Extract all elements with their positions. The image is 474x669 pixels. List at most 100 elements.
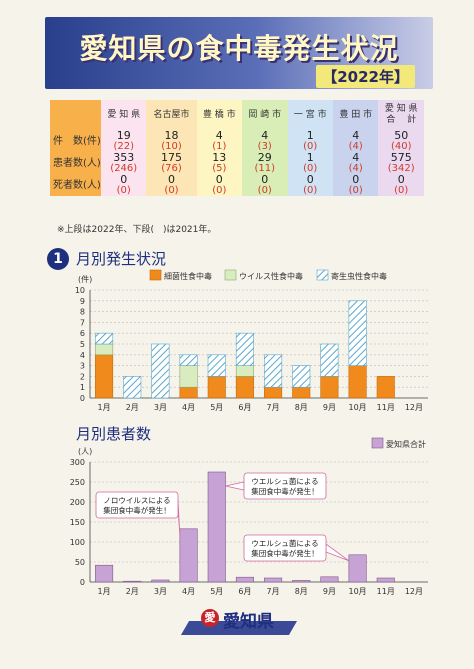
bar-segment [235,332,254,366]
cell-previous: (0) [394,185,409,196]
title-banner: 愛知県の食中毒発生状況 【2022年】 [45,17,433,89]
table-cell: 0 (0) [196,173,243,196]
bar-segment [95,332,114,345]
cell-current: 175 [161,151,182,164]
table-cell: 18 (10) [146,130,197,152]
callout-box [95,491,179,519]
x-tick-label: 8月 [295,403,308,412]
table-cell: 353 (246) [101,152,147,174]
cell-current: 13 [212,151,227,164]
x-tick-label: 3月 [154,587,167,596]
callout-pointer [225,481,245,491]
bar-segment [292,365,311,388]
y-tick-label: 4 [80,351,85,360]
row-header: 死者数(人) [50,174,101,196]
bar [376,577,395,583]
y-tick-label: 2 [80,372,85,381]
column-header: 一 宮 市 [287,100,333,130]
callout-text: ウエルシュ菌による [251,476,318,486]
cell-current: 0 [306,173,314,186]
y-tick-label: 50 [75,558,85,567]
bar [95,564,114,583]
table-cell: 0 (0) [101,173,147,196]
legend-swatch [316,269,329,281]
cell-previous: (4) [348,141,363,152]
cell-previous: (1) [212,141,227,152]
cell-current: 575 [390,151,412,164]
cell-current: 1 [306,151,314,164]
column-header: 名古屋市 [146,100,197,130]
bar-segment [376,376,395,399]
cell-previous: (0) [164,185,179,196]
bar-segment [207,376,226,399]
x-tick-label: 8月 [295,587,308,596]
bar-segment [151,343,170,399]
cell-current: 4 [215,129,223,142]
bar-segment [179,354,198,366]
y-tick-label: 6 [80,329,85,338]
callout-text: ノロウイルスによる [103,496,170,505]
bar-segment [348,365,367,399]
table-cell: 13 (5) [196,151,243,174]
cell-current: 19 [116,129,131,142]
bar [320,576,339,583]
cell-previous: (246) [110,163,138,174]
cell-previous: (11) [254,163,276,174]
cell-current: 0 [397,173,405,186]
x-tick-label: 9月 [323,587,336,596]
aichi-logo: 愛 愛知県 [180,607,298,635]
bar-segment [235,365,254,377]
bar-segment [95,343,114,356]
cell-previous: (22) [113,141,134,152]
bar [207,471,226,583]
legend-swatch [224,269,237,281]
table-cell: 0 (0) [378,174,424,196]
y-tick-label: 300 [70,458,85,467]
bar-segment [235,376,254,399]
table-cell: 50 (40) [378,130,424,152]
x-tick-label: 12月 [405,403,423,412]
callout-text: 集団食中毒が発生！ [251,486,319,496]
bar-segment [264,354,283,388]
logo-text: 愛知県 [223,612,274,632]
y-tick-label: 7 [80,318,85,327]
cell-current: 29 [257,151,272,164]
cell-previous: (0) [212,185,227,196]
x-tick-label: 2月 [126,403,139,412]
y-tick-label: 3 [80,362,85,371]
bar-segment [292,386,311,399]
table-cell: 0 (0) [242,173,288,196]
section2-title: 月別患者数 [76,425,152,443]
table-cell: 0 (0) [332,174,379,196]
y-tick-label: 9 [80,297,85,306]
x-tick-label: 7月 [267,587,280,596]
cell-previous: (3) [257,141,272,152]
x-tick-label: 3月 [154,403,167,412]
x-tick-label: 10月 [348,403,366,412]
cell-previous: (10) [161,141,182,152]
x-tick-label: 6月 [238,403,251,412]
cell-current: 0 [120,173,128,186]
cell-current: 0 [168,173,175,186]
legend-label: 寄生虫性食中毒 [331,271,387,281]
bar [348,554,367,583]
y-tick-label: 200 [70,498,85,507]
y-tick-label: 0 [80,394,85,403]
bar-segment [179,386,198,399]
legend-label: 愛知県合計 [386,439,426,449]
table-cell: 4 (3) [242,130,288,152]
y-tick-label: 10 [75,286,85,295]
table-cell: 0 (0) [146,173,197,196]
cell-current: 0 [261,173,269,186]
y-tick-label: 250 [70,478,85,487]
cell-current: 4 [352,151,360,164]
cell-current: 0 [215,173,223,186]
row-header: 患者数(人) [50,152,101,174]
cell-previous: (342) [387,163,415,174]
bar-segment [264,386,283,399]
bar [123,580,142,583]
y-tick-label: 0 [80,578,85,587]
callout-text: 集団食中毒が発生！ [103,505,171,515]
cell-previous: (0) [303,141,318,152]
